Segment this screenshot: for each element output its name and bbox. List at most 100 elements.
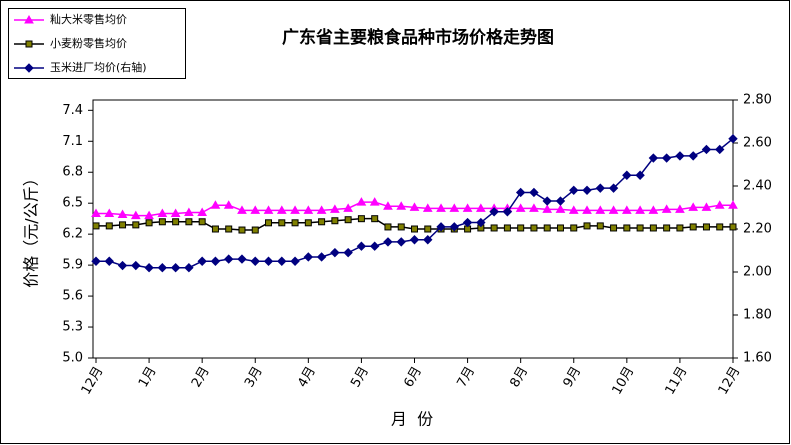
y-tick-label: 5.6 xyxy=(62,289,83,304)
data-point xyxy=(225,225,233,233)
data-point xyxy=(517,224,525,232)
data-point xyxy=(91,208,101,218)
data-point xyxy=(610,224,618,232)
data-point xyxy=(715,144,725,155)
data-point xyxy=(250,256,260,266)
y2-tick-label: 1.80 xyxy=(743,308,772,323)
data-point xyxy=(675,204,685,213)
data-point xyxy=(172,218,180,226)
data-point xyxy=(635,170,645,180)
data-point xyxy=(648,153,659,163)
data-point xyxy=(621,205,632,214)
data-point xyxy=(184,262,194,273)
data-point xyxy=(170,262,181,273)
data-point xyxy=(596,222,604,230)
data-point xyxy=(265,219,273,227)
data-point xyxy=(117,209,128,219)
data-point xyxy=(384,223,392,231)
data-point xyxy=(316,252,327,262)
data-point xyxy=(411,225,418,233)
data-point xyxy=(117,260,128,271)
data-point xyxy=(582,205,592,214)
y2-tick-label: 2.20 xyxy=(743,222,772,237)
data-point xyxy=(131,260,141,271)
y-tick-label: 5.9 xyxy=(62,258,83,273)
data-point xyxy=(278,219,286,227)
data-point xyxy=(250,205,261,214)
data-point xyxy=(568,205,579,214)
y-tick-label: 5.0 xyxy=(62,351,83,366)
y2-tick-label: 2.80 xyxy=(743,93,772,108)
data-point xyxy=(105,222,113,230)
data-point xyxy=(158,218,166,226)
data-point xyxy=(130,210,141,220)
data-point xyxy=(649,224,657,232)
data-point xyxy=(184,207,194,216)
data-point xyxy=(356,241,367,251)
legend-marker xyxy=(24,63,34,73)
data-point xyxy=(197,207,208,216)
y2-tick-label: 2.40 xyxy=(743,179,772,194)
data-point xyxy=(688,151,698,161)
data-point xyxy=(344,216,352,224)
data-point xyxy=(608,183,619,193)
y2-tick-label: 1.60 xyxy=(743,351,772,366)
data-point xyxy=(556,224,564,232)
data-point xyxy=(304,219,312,227)
data-point xyxy=(636,224,644,232)
data-point xyxy=(716,223,724,231)
y-tick-label: 7.1 xyxy=(62,134,83,149)
data-point xyxy=(409,202,420,211)
data-point xyxy=(251,226,259,234)
data-point xyxy=(529,187,539,198)
y-tick-label: 7.4 xyxy=(62,103,83,118)
data-point xyxy=(661,204,672,213)
data-point xyxy=(424,225,432,233)
data-point xyxy=(291,219,299,227)
data-point xyxy=(542,204,553,213)
data-point xyxy=(436,222,446,232)
data-point xyxy=(198,218,206,226)
data-point xyxy=(449,203,460,212)
data-point xyxy=(409,235,420,245)
data-point xyxy=(210,256,221,266)
data-point xyxy=(369,197,380,206)
data-point xyxy=(423,235,433,245)
data-point xyxy=(237,254,247,264)
data-point xyxy=(701,144,712,155)
data-point xyxy=(689,223,697,231)
data-point xyxy=(330,204,340,213)
data-point xyxy=(92,222,100,230)
data-point xyxy=(555,204,566,213)
y2-tick-label: 2.00 xyxy=(743,265,772,280)
data-point xyxy=(132,221,140,229)
data-point xyxy=(383,237,393,247)
data-point xyxy=(157,262,168,273)
legend-label: 玉米进厂均价(右轴) xyxy=(50,60,147,74)
data-point xyxy=(542,196,552,206)
data-point xyxy=(714,200,725,209)
data-point xyxy=(104,256,114,266)
data-point xyxy=(104,208,115,218)
data-point xyxy=(371,215,379,223)
data-point xyxy=(316,205,327,214)
data-point xyxy=(515,187,526,198)
legend-label: 籼大米零售均价 xyxy=(50,12,127,26)
data-point xyxy=(276,205,287,214)
data-point xyxy=(185,218,193,226)
data-point xyxy=(661,153,672,163)
data-point xyxy=(369,241,380,251)
data-point xyxy=(729,223,737,231)
data-point xyxy=(290,205,300,214)
data-point xyxy=(663,224,671,232)
data-point xyxy=(675,151,685,161)
data-point xyxy=(318,218,326,226)
data-point xyxy=(489,207,499,217)
y-tick-label: 5.3 xyxy=(62,320,83,335)
data-point xyxy=(570,224,578,232)
data-point xyxy=(502,207,513,217)
data-point xyxy=(543,224,551,232)
data-point xyxy=(728,200,738,209)
